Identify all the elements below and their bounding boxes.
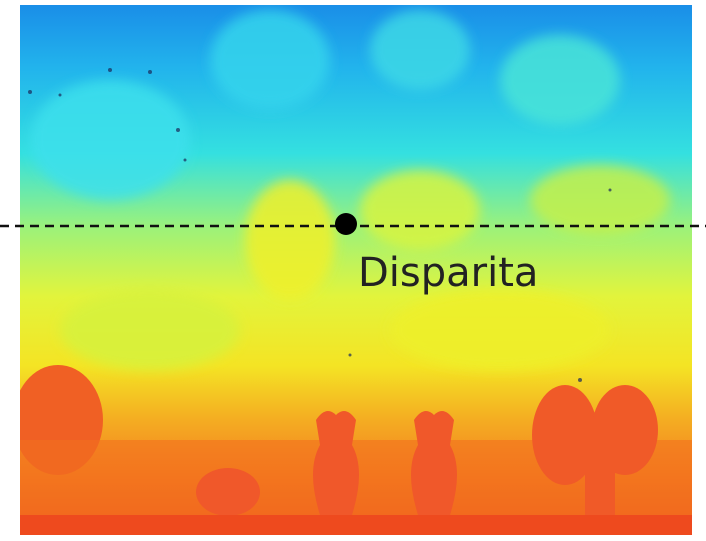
label: Disparita xyxy=(358,250,538,296)
point xyxy=(335,213,357,235)
screenshot: Disparita xyxy=(0,0,706,541)
disparity-map: Disparita xyxy=(0,0,706,541)
image xyxy=(13,5,692,535)
